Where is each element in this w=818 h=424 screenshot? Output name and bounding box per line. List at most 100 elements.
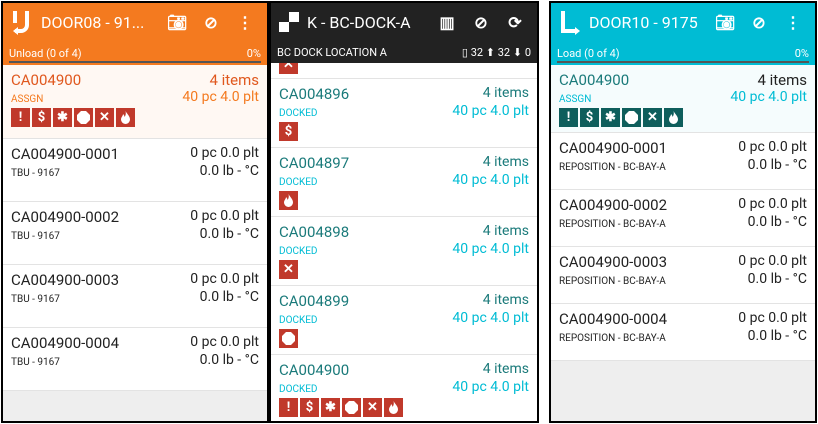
dollar-icon: $ [580, 108, 599, 127]
item-id: CA004900-0002 [559, 196, 667, 214]
quantity: 40 pc 4.0 plt [182, 89, 259, 105]
list-item[interactable]: CA004900-0004 0 pc 0.0 plt REPOSITION - B… [551, 304, 815, 361]
weight: 0.0 lb - °C [747, 157, 807, 173]
list-item[interactable]: CA004900-0002 0 pc 0.0 plt REPOSITION - B… [551, 190, 815, 247]
status: DOCKED [279, 246, 318, 257]
item-subtitle: TBU - 9167 [11, 294, 60, 305]
badges [279, 329, 529, 348]
list-item-partial: ✕ [271, 63, 537, 79]
item-subtitle: TBU - 9167 [11, 231, 60, 242]
quantity: 0 pc 0.0 plt [190, 334, 259, 350]
item-count: 4 items [757, 71, 807, 89]
quantity: 40 pc 4.0 plt [452, 241, 529, 257]
shipment-id: CA004900 [559, 71, 630, 89]
load-icon [561, 11, 580, 35]
list-item[interactable]: CA004899 4 items DOCKED 40 pc 4.0 plt [271, 286, 537, 355]
refresh-icon[interactable]: ⟳ [508, 12, 522, 32]
weight: 0.0 lb - °C [747, 214, 807, 230]
list-item[interactable]: CA004898 4 items DOCKED 40 pc 4.0 plt ✕ [271, 217, 537, 286]
weight: 0.0 lb - °C [199, 163, 259, 179]
visibility-off-icon[interactable]: ⊘ [204, 12, 218, 32]
item-subtitle: TBU - 9167 [11, 168, 60, 179]
barcode-icon[interactable]: ▥ [439, 12, 455, 32]
more-vert-icon[interactable]: ⋮ [237, 12, 253, 32]
dollar-icon: $ [32, 108, 51, 127]
more-vert-icon[interactable]: ⋮ [785, 12, 801, 32]
dollar-icon: $ [300, 398, 319, 417]
list-item[interactable]: CA004900-0003 0 pc 0.0 plt TBU - 9167 0.0 … [3, 265, 267, 328]
list-item[interactable]: CA004900-0003 0 pc 0.0 plt REPOSITION - B… [551, 247, 815, 304]
item-count: 4 items [482, 85, 529, 101]
shipment-summary[interactable]: CA004900 4 items ASSGN 40 pc 4.0 plt ! $ ✱ ✕ [3, 65, 267, 139]
octagon-icon [622, 108, 641, 127]
shipment-summary[interactable]: CA004900 4 items ASSGN 40 pc 4.0 plt ! $ ✱ ✕ [551, 65, 815, 133]
asterisk-icon: ✱ [53, 108, 72, 127]
status: ASSGN [559, 94, 592, 105]
weight: 0.0 lb - °C [199, 289, 259, 305]
visibility-off-icon[interactable]: ⊘ [752, 12, 766, 32]
shipment-id: CA004899 [279, 292, 350, 310]
item-id: CA004900-0002 [11, 208, 119, 226]
quantity: 0 pc 0.0 plt [738, 310, 807, 326]
unload-icon [13, 11, 29, 35]
status: DOCKED [279, 384, 318, 395]
list-item[interactable]: CA004900-0001 0 pc 0.0 plt REPOSITION - B… [551, 133, 815, 190]
asterisk-icon: ✱ [601, 108, 620, 127]
status: DOCKED [279, 315, 318, 326]
quantity: 0 pc 0.0 plt [738, 139, 807, 155]
total-count: 32 [470, 45, 484, 59]
load-door-panel: DOOR10 - 9175 📷︎ ⊘ ⋮ Load (0 of 4) 0% CA0… [549, 1, 817, 423]
up-count: 32 [497, 45, 511, 59]
item-id: CA004900-0004 [559, 310, 667, 328]
weight: 0.0 lb - °C [199, 226, 259, 242]
flame-icon [384, 398, 403, 417]
list-item[interactable]: CA004900-0002 0 pc 0.0 plt TBU - 9167 0.0 … [3, 202, 267, 265]
shipment-id: CA004897 [279, 154, 350, 172]
shipment-id: CA004900 [279, 361, 350, 379]
list-item[interactable]: CA004900-0004 0 pc 0.0 plt TBU - 9167 0.0 … [3, 328, 267, 391]
add-photo-icon[interactable]: 📷︎ [714, 12, 736, 32]
octagon-icon [74, 108, 93, 127]
visibility-off-icon[interactable]: ⊘ [474, 12, 488, 32]
flame-icon [664, 108, 683, 127]
quantity: 0 pc 0.0 plt [738, 253, 807, 269]
item-count: 4 items [209, 71, 259, 89]
item-subtitle: REPOSITION - BC-BAY-A [559, 162, 666, 173]
item-subtitle: REPOSITION - BC-BAY-A [559, 276, 666, 287]
progress-label: Load (0 of 4) [557, 46, 620, 60]
quantity: 40 pc 4.0 plt [452, 379, 529, 395]
progress-bar [557, 61, 809, 63]
list-item[interactable]: CA004896 4 items DOCKED 40 pc 4.0 plt $ [271, 79, 537, 148]
status: DOCKED [279, 108, 318, 119]
list-item[interactable]: CA004900-0001 0 pc 0.0 plt TBU - 9167 0.0 … [3, 139, 267, 202]
badges: ! $ ✱ ✕ [279, 398, 529, 417]
item-id: CA004900-0001 [11, 145, 119, 163]
item-subtitle: TBU - 9167 [11, 357, 60, 368]
x-icon: ✕ [643, 108, 662, 127]
page-title: K - BC-DOCK-A [307, 12, 411, 32]
list-item[interactable]: CA004900 4 items DOCKED 40 pc 4.0 plt ! $ ✱ ✕ [271, 355, 537, 421]
list-item[interactable]: CA004897 4 items DOCKED 40 pc 4.0 plt [271, 148, 537, 217]
checker-icon [279, 12, 299, 32]
flame-icon [116, 108, 135, 127]
octagon-icon [342, 398, 361, 417]
x-icon: ✕ [279, 63, 298, 74]
quantity: 40 pc 4.0 plt [452, 172, 529, 188]
item-id: CA004900-0004 [11, 334, 119, 352]
shipment-id: CA004896 [279, 85, 350, 103]
status: ASSGN [11, 94, 44, 105]
asterisk-icon: ✱ [321, 398, 340, 417]
quantity: 40 pc 4.0 plt [452, 310, 529, 326]
item-subtitle: REPOSITION - BC-BAY-A [559, 333, 666, 344]
octagon-icon [279, 329, 298, 348]
page-title: DOOR08 - 91... [41, 12, 145, 32]
quantity: 0 pc 0.0 plt [738, 196, 807, 212]
weight: 0.0 lb - °C [747, 328, 807, 344]
page-title: DOOR10 - 9175 [589, 12, 698, 32]
empty-area [551, 361, 815, 421]
flame-icon [279, 191, 298, 210]
add-photo-icon[interactable]: 📷︎ [166, 12, 188, 32]
arrow-up-icon: ⬆ [485, 45, 496, 59]
alert-icon: ! [279, 398, 298, 417]
badges: ✕ [279, 260, 529, 279]
